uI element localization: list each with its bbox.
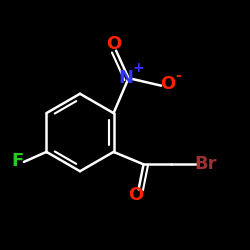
Text: O: O	[128, 186, 144, 204]
Text: O: O	[106, 35, 121, 54]
Text: +: +	[133, 61, 144, 75]
Text: N: N	[118, 69, 134, 87]
Text: F: F	[12, 152, 24, 170]
Text: Br: Br	[195, 156, 217, 174]
Text: O: O	[160, 76, 175, 93]
Text: -: -	[176, 68, 182, 82]
